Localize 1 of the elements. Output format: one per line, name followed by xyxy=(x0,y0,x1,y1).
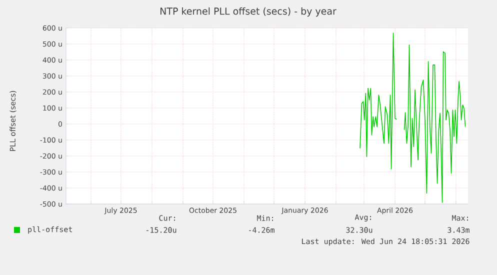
chart-title: NTP kernel PLL offset (secs) - by year xyxy=(160,7,336,17)
